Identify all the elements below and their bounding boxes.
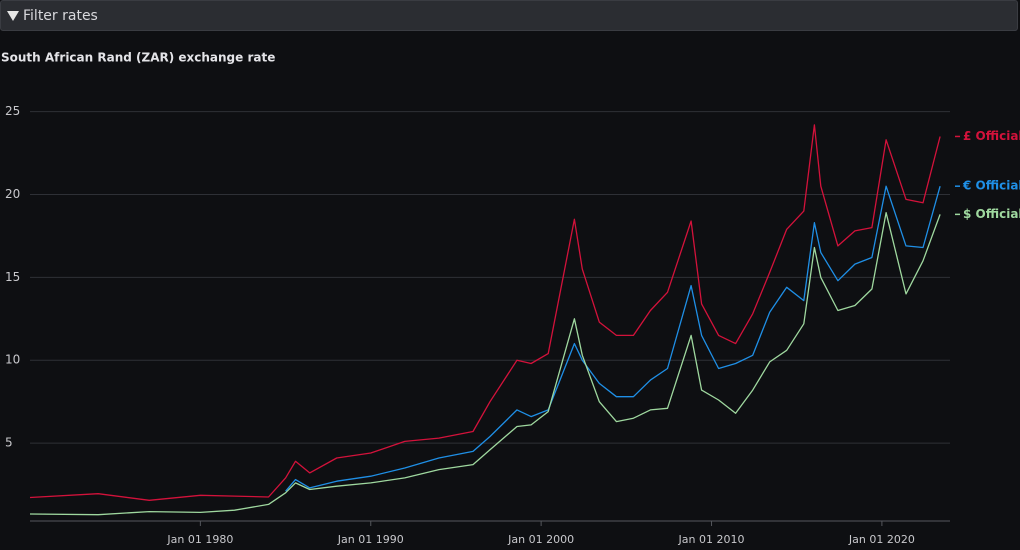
series-line [285,185,941,492]
filter-toggle[interactable]: Filter rates [0,0,1018,31]
x-tick-label: Jan 01 1990 [337,533,404,546]
expand-icon [7,11,19,21]
series-line [29,124,941,501]
y-tick-label: 5 [5,436,13,450]
x-tick-label: Jan 01 2010 [678,533,745,546]
y-tick-label: 25 [5,104,20,118]
legend-label: $ Official [963,207,1020,221]
x-tick-label: Jan 01 2000 [507,533,574,546]
y-tick-label: 20 [5,187,20,201]
y-tick-label: 15 [5,270,20,284]
legend-label: € Official [962,179,1020,193]
x-tick-label: Jan 01 2020 [848,533,915,546]
y-tick-label: 10 [5,353,20,367]
x-tick-label: Jan 01 1980 [166,533,233,546]
legend-label: £ Official [963,129,1020,143]
series-line [29,212,941,516]
filter-label: Filter rates [23,8,98,24]
chart-title: South African Rand (ZAR) exchange rate [1,51,275,65]
